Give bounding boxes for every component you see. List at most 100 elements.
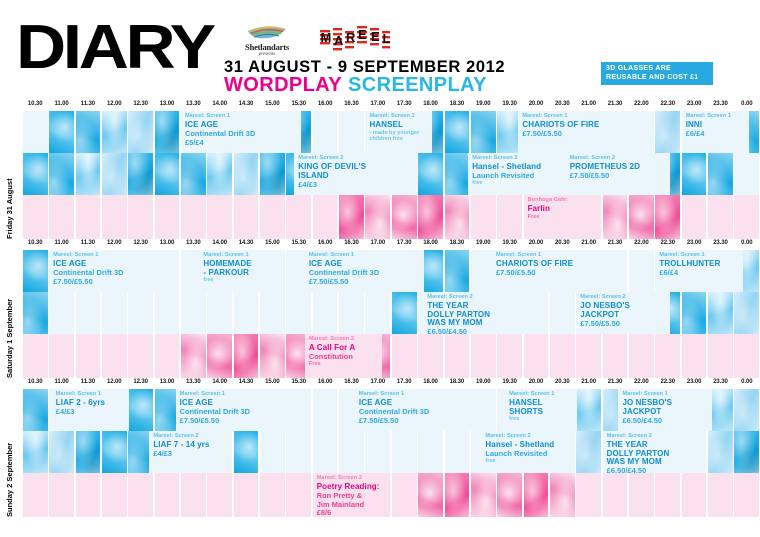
event-subtitle: Ron Pretty & bbox=[316, 491, 363, 501]
event-venue: Mareel: Screen 2 bbox=[427, 294, 473, 300]
event-title: Poetry Reading: bbox=[316, 482, 380, 492]
event-block[interactable]: Mareel: Screen 2 Poetry Reading: Ron Prett… bbox=[312, 473, 391, 517]
schedule-cell bbox=[154, 292, 180, 334]
event-block[interactable]: Mareel: Screen 2 Hansel - Shetland Launch … bbox=[468, 153, 559, 195]
schedule-cell bbox=[312, 111, 338, 153]
time-tick: 12.30 bbox=[133, 240, 148, 246]
event-title: CHARIOTS OF FIRE bbox=[522, 120, 600, 130]
event-block[interactable]: Mareel: Screen 1 ICE AGE Continental Drift… bbox=[180, 111, 301, 153]
event-block[interactable]: Mareel: Screen 1 CHARIOTS OF FIRE £7.50/£5… bbox=[491, 250, 607, 292]
event-subtitle: ISLAND bbox=[298, 170, 329, 180]
schedule-cell bbox=[154, 111, 180, 153]
time-tick: 12.00 bbox=[106, 240, 122, 246]
schedule-cell bbox=[207, 473, 233, 517]
event-price: £6.50/£4.50 bbox=[622, 415, 663, 425]
schedule-cell bbox=[49, 473, 74, 517]
schedule-cell bbox=[734, 153, 760, 195]
schedule-cell bbox=[576, 334, 602, 378]
schedule-cell bbox=[497, 195, 522, 239]
event-venue: Mareel: Screen 2 bbox=[569, 155, 616, 161]
schedule-cell bbox=[101, 334, 127, 378]
event-block[interactable]: Mareel: Screen 1 JO NESBO'S JACKPOT £6.50/£… bbox=[618, 389, 712, 431]
schedule-cell bbox=[101, 153, 127, 195]
schedule-cell bbox=[339, 292, 364, 334]
schedule-cell bbox=[734, 473, 760, 517]
event-block[interactable]: Mareel: Screen 1 INNI £6/£4 bbox=[681, 111, 749, 153]
event-price: £4/£3 bbox=[153, 449, 173, 459]
time-tick: 16.00 bbox=[317, 101, 333, 107]
schedule-cell bbox=[602, 250, 628, 292]
schedule-cell bbox=[708, 473, 733, 517]
event-block[interactable]: Mareel: Screen 2 LIAF 7 - 14 yrs £4/£3 bbox=[149, 431, 233, 473]
event-block[interactable]: Mareel: Screen 1 TROLLHUNTER £6/£4 bbox=[655, 250, 744, 292]
schedule-cell bbox=[180, 473, 206, 517]
schedule-cell bbox=[207, 292, 233, 334]
event-block[interactable]: Mareel: Screen 1 LIAF 2 - 6yrs £4/£3 bbox=[51, 389, 130, 431]
event-block[interactable]: Mareel: Screen 1 CHARIOTS OF FIRE £7.50/£5… bbox=[518, 111, 633, 153]
event-venue: Mareel: Screen 2 bbox=[298, 155, 344, 161]
schedule-cell bbox=[655, 334, 681, 378]
event-subtitle: Continental Drift 3D bbox=[308, 268, 380, 278]
schedule-cell bbox=[286, 292, 312, 334]
event-block[interactable]: Mareel: Screen 1 ICE AGE Continental Drift… bbox=[354, 389, 475, 431]
event-block[interactable]: Mareel: Screen 1 ICE AGE Continental Drift… bbox=[175, 389, 296, 431]
date-range: 31 AUGUST - 9 SEPTEMBER 2012 bbox=[224, 58, 506, 76]
event-subtitle: Continental Drift 3D bbox=[179, 407, 251, 417]
schedule-cell bbox=[22, 292, 48, 334]
time-tick: 11.00 bbox=[54, 379, 69, 385]
time-tick: 19.30 bbox=[502, 240, 517, 246]
event-block[interactable]: Mareel: Screen 1 HANSEL SHORTS free bbox=[505, 389, 578, 431]
schedule-cell bbox=[128, 431, 153, 473]
event-block[interactable]: Mareel: Screen 1 ICE AGE Continental Drift… bbox=[304, 250, 425, 292]
event-title: KING OF DEVIL'S bbox=[298, 162, 367, 172]
event-block[interactable]: Mareel: Screen 2 JO NESBO'S JACKPOT £7.50/£… bbox=[576, 292, 670, 334]
schedule-cell bbox=[681, 473, 707, 517]
time-tick: 19.00 bbox=[475, 101, 491, 107]
time-tick: 11.00 bbox=[54, 101, 69, 107]
time-tick: 11.30 bbox=[80, 240, 95, 246]
event-block[interactable]: Bonhoga Café: Farlin Free bbox=[523, 195, 602, 239]
schedule-cell bbox=[734, 292, 760, 334]
event-block[interactable]: Mareel: Screen 2 Hansel - Shetland Launch … bbox=[481, 431, 575, 473]
time-tick: 12.00 bbox=[106, 101, 122, 107]
time-tick: 15.30 bbox=[291, 379, 307, 385]
time-tick: 20.00 bbox=[528, 101, 544, 107]
schedule-cell bbox=[49, 431, 74, 473]
event-block[interactable]: Mareel: Screen 2 THE YEAR DOLLY PARTON WAS … bbox=[602, 431, 707, 473]
schedule-cell bbox=[75, 153, 101, 195]
schedule-cell bbox=[444, 195, 470, 239]
event-block[interactable]: Mareel: Screen 1 HANSEL - made by younger … bbox=[365, 111, 433, 153]
svg-text:M: M bbox=[321, 30, 332, 45]
schedule-cell bbox=[339, 195, 364, 239]
svg-text:L: L bbox=[383, 31, 391, 46]
event-title: ICE AGE bbox=[179, 398, 213, 408]
time-tick: 22.30 bbox=[660, 240, 676, 246]
event-block[interactable]: Mareel: Screen 2 THE YEAR DOLLY PARTON WAS … bbox=[423, 292, 528, 334]
time-tick: 16.30 bbox=[344, 101, 359, 107]
event-venue: Mareel: Screen 2 bbox=[485, 433, 531, 439]
schedule-cell bbox=[576, 431, 602, 473]
time-tick: 18.30 bbox=[449, 240, 465, 246]
time-tick: 13.00 bbox=[159, 101, 175, 107]
event-block[interactable]: Mareel: Screen 2 KING OF DEVIL'S ISLAND £4/… bbox=[294, 153, 414, 195]
event-title: ICE AGE bbox=[308, 259, 343, 269]
event-price: £4/£3 bbox=[55, 407, 75, 417]
time-tick: 10.30 bbox=[27, 101, 43, 107]
schedule-cell bbox=[734, 334, 760, 378]
schedule-cell bbox=[154, 153, 180, 195]
schedule-cell bbox=[49, 195, 74, 239]
schedule-cell bbox=[549, 334, 575, 378]
time-tick: 0.00 bbox=[741, 240, 753, 246]
event-block[interactable]: Mareel: Screen 2 PROMETHEUS 2D £7.50/£5.50 bbox=[565, 153, 670, 195]
time-tick: 18.30 bbox=[449, 101, 465, 107]
event-venue: Mareel: Screen 1 bbox=[53, 252, 99, 258]
schedule-row: Mareel: Screen 2 Poetry Reading: Ron Prett… bbox=[22, 473, 760, 517]
event-block[interactable]: Mareel: Screen 1 HOMEMADE - PARKOUR free bbox=[199, 250, 277, 292]
schedule-cell bbox=[128, 473, 153, 517]
event-title: INNI bbox=[685, 120, 703, 130]
day-section: 10.30 11.00 11.30 12.00 12.30 13.00 13.30 14.00… bbox=[0, 239, 760, 378]
schedule-cell bbox=[655, 473, 681, 517]
schedule-cell bbox=[233, 195, 259, 239]
event-block[interactable]: Mareel: Screen 1 ICE AGE Continental Drift… bbox=[49, 250, 169, 292]
